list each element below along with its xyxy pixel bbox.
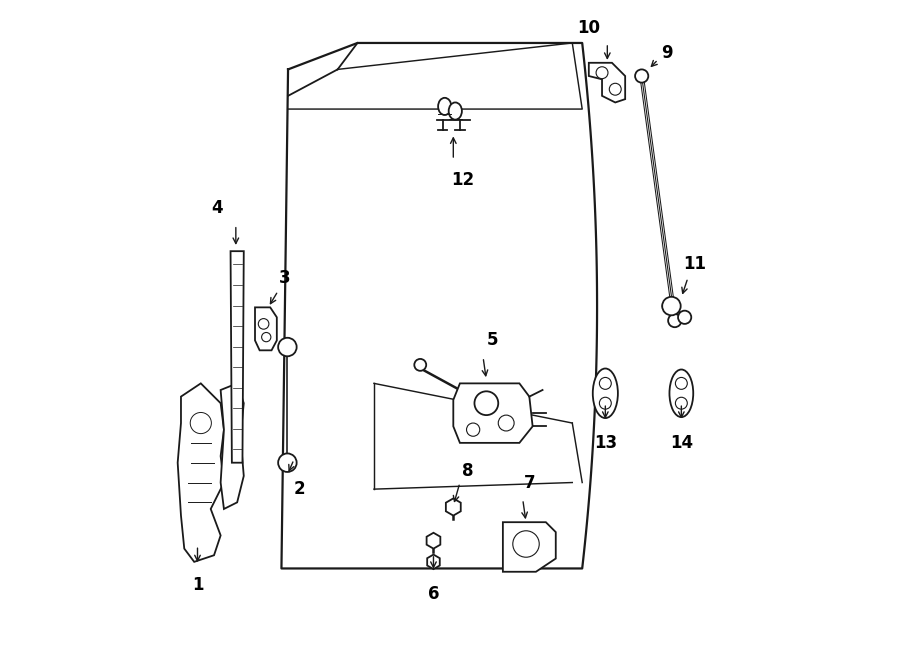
Circle shape xyxy=(678,311,691,324)
Text: 8: 8 xyxy=(462,461,473,480)
Text: 1: 1 xyxy=(192,576,203,594)
Text: 7: 7 xyxy=(524,473,536,492)
Text: 2: 2 xyxy=(293,480,305,498)
Polygon shape xyxy=(220,383,244,509)
Circle shape xyxy=(513,531,539,557)
Text: 6: 6 xyxy=(428,584,439,603)
Text: 9: 9 xyxy=(661,44,672,62)
Circle shape xyxy=(258,319,269,329)
Circle shape xyxy=(190,412,212,434)
Ellipse shape xyxy=(449,102,462,120)
Polygon shape xyxy=(454,383,533,443)
Ellipse shape xyxy=(438,98,451,115)
Circle shape xyxy=(609,83,621,95)
Text: 12: 12 xyxy=(452,171,475,189)
Circle shape xyxy=(499,415,514,431)
Ellipse shape xyxy=(670,369,693,417)
Circle shape xyxy=(668,314,681,327)
Circle shape xyxy=(675,397,688,409)
Polygon shape xyxy=(589,63,626,102)
Circle shape xyxy=(262,332,271,342)
Polygon shape xyxy=(255,307,277,350)
Circle shape xyxy=(599,397,611,409)
Circle shape xyxy=(278,453,297,472)
Circle shape xyxy=(596,67,608,79)
Circle shape xyxy=(474,391,499,415)
Text: 5: 5 xyxy=(487,331,499,350)
Circle shape xyxy=(675,377,688,389)
Text: 14: 14 xyxy=(670,434,693,452)
Polygon shape xyxy=(177,383,224,562)
Circle shape xyxy=(466,423,480,436)
Text: 11: 11 xyxy=(683,255,706,274)
Polygon shape xyxy=(503,522,556,572)
Text: 3: 3 xyxy=(279,268,291,287)
Text: 4: 4 xyxy=(212,199,223,217)
Ellipse shape xyxy=(593,368,618,418)
Text: 10: 10 xyxy=(577,19,600,38)
Circle shape xyxy=(414,359,427,371)
Polygon shape xyxy=(230,251,244,463)
Circle shape xyxy=(635,69,648,83)
Circle shape xyxy=(278,338,297,356)
Circle shape xyxy=(599,377,611,389)
Text: 13: 13 xyxy=(594,434,616,452)
Polygon shape xyxy=(282,43,597,568)
Circle shape xyxy=(662,297,680,315)
